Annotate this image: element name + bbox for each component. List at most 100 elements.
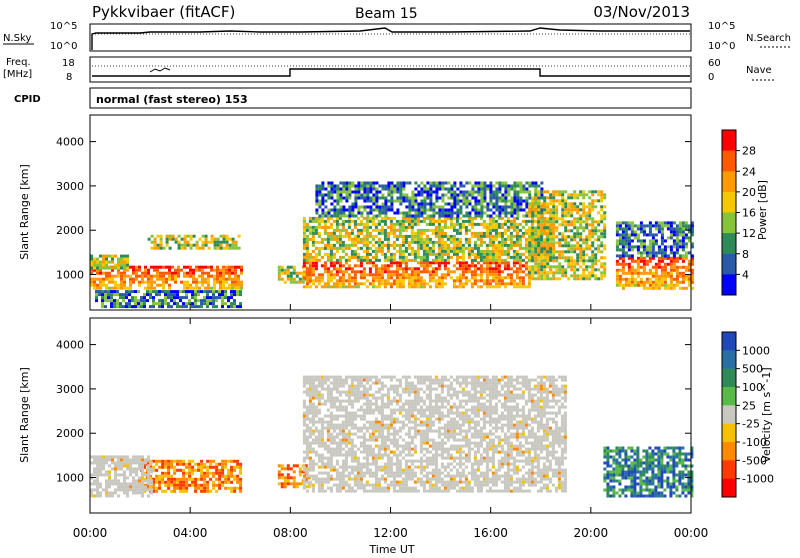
data-cell: [327, 457, 330, 460]
data-cell: [206, 305, 209, 308]
data-cell: [354, 466, 357, 469]
data-cell: [234, 281, 237, 284]
data-cell: [552, 256, 555, 259]
data-cell: [661, 224, 664, 227]
data-cell: [321, 490, 324, 493]
data-cell: [345, 200, 348, 203]
data-cell: [405, 250, 408, 253]
data-cell: [468, 244, 471, 247]
data-cell: [381, 282, 384, 285]
data-cell: [333, 209, 336, 212]
data-cell: [661, 236, 664, 239]
data-cell: [516, 285, 519, 288]
data-cell: [110, 293, 113, 296]
data-cell: [546, 265, 549, 268]
data-cell: [198, 287, 201, 290]
data-cell: [655, 269, 658, 272]
data-cell: [534, 247, 537, 250]
data-cell: [321, 226, 324, 229]
data-cell: [108, 485, 111, 488]
data-cell: [435, 273, 438, 276]
data-cell: [591, 268, 594, 271]
data-cell: [411, 253, 414, 256]
data-cell: [480, 197, 483, 200]
data-cell: [456, 267, 459, 270]
data-cell: [519, 253, 522, 256]
data-cell: [528, 202, 531, 205]
data-cell: [631, 239, 634, 242]
data-cell: [600, 250, 603, 253]
data-cell: [513, 194, 516, 197]
data-cell: [456, 250, 459, 253]
data-cell: [655, 227, 658, 230]
data-cell: [177, 272, 180, 275]
data-cell: [333, 382, 336, 385]
data-cell: [603, 232, 606, 235]
data-cell: [111, 255, 114, 258]
data-cell: [369, 247, 372, 250]
data-cell: [108, 281, 111, 284]
data-cell: [534, 262, 537, 265]
data-cell: [197, 299, 200, 302]
data-cell: [597, 277, 600, 280]
data-cell: [330, 244, 333, 247]
data-cell: [306, 226, 309, 229]
data-cell: [161, 305, 164, 308]
data-cell: [354, 394, 357, 397]
data-cell: [402, 285, 405, 288]
data-cell: [396, 273, 399, 276]
data-cell: [348, 226, 351, 229]
data-cell: [531, 202, 534, 205]
data-cell: [483, 188, 486, 191]
data-cell: [682, 281, 685, 284]
data-cell: [453, 200, 456, 203]
data-cell: [498, 182, 501, 185]
data-cell: [378, 276, 381, 279]
data-cell: [405, 241, 408, 244]
data-cell: [534, 235, 537, 238]
data-cell: [348, 244, 351, 247]
data-cell: [363, 267, 366, 270]
data-cell: [152, 305, 155, 308]
data-cell: [528, 232, 531, 235]
data-cell: [676, 275, 679, 278]
data-cell: [114, 470, 117, 473]
data-cell: [194, 463, 197, 466]
data-cell: [126, 261, 129, 264]
data-cell: [426, 270, 429, 273]
data-cell: [354, 282, 357, 285]
data-cell: [492, 235, 495, 238]
data-cell: [573, 262, 576, 265]
data-cell: [336, 478, 339, 481]
data-cell: [649, 254, 652, 257]
data-cell: [150, 482, 153, 485]
data-cell: [185, 472, 188, 475]
data-cell: [456, 212, 459, 215]
data-cell: [420, 182, 423, 185]
data-cell: [537, 277, 540, 280]
data-cell: [150, 278, 153, 281]
data-cell: [507, 238, 510, 241]
data-cell: [441, 235, 444, 238]
data-cell: [670, 272, 673, 275]
data-cell: [333, 430, 336, 433]
data-cell: [102, 464, 105, 467]
data-cell: [330, 427, 333, 430]
data-cell: [351, 285, 354, 288]
data-cell: [582, 208, 585, 211]
data-cell: [372, 448, 375, 451]
data-cell: [330, 454, 333, 457]
data-cell: [510, 203, 513, 206]
data-cell: [192, 278, 195, 281]
data-cell: [549, 244, 552, 247]
data-cell: [348, 454, 351, 457]
data-cell: [96, 494, 99, 497]
data-cell: [372, 194, 375, 197]
data-cell: [390, 232, 393, 235]
data-cell: [213, 287, 216, 290]
data-cell: [619, 242, 622, 245]
data-cell: [93, 267, 96, 270]
data-cell: [549, 211, 552, 214]
data-cell: [378, 247, 381, 250]
data-cell: [318, 191, 321, 194]
